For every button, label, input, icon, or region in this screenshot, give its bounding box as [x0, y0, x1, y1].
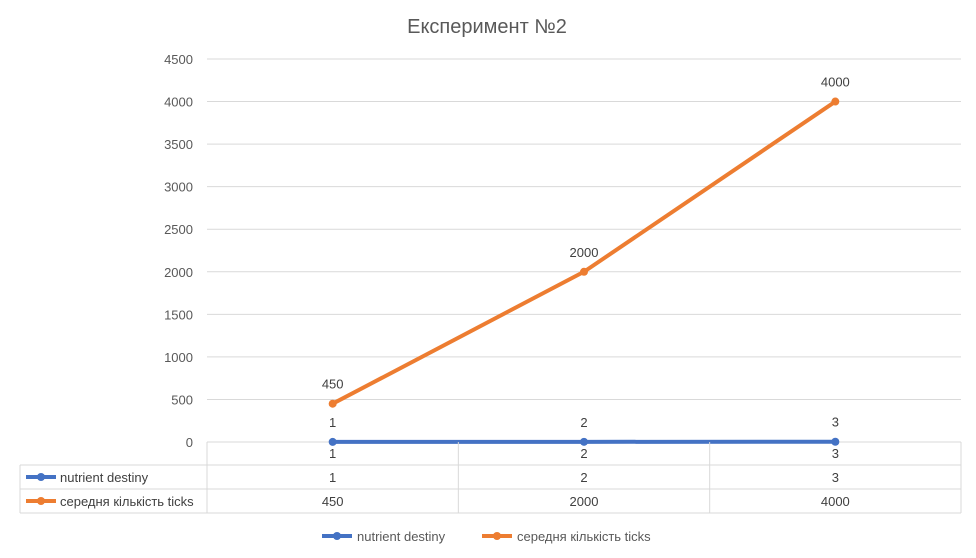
data-point — [831, 437, 840, 446]
table-row-header: середня кількість ticks — [60, 494, 194, 509]
y-tick-label: 4500 — [164, 52, 193, 67]
data-label: 2 — [580, 415, 587, 430]
data-label: 450 — [322, 377, 344, 392]
y-tick-label: 3000 — [164, 180, 193, 195]
data-label: 4000 — [821, 75, 850, 90]
y-tick-label: 1000 — [164, 350, 193, 365]
legend-key-marker — [333, 532, 341, 540]
data-label: 1 — [329, 415, 336, 430]
series-layer — [328, 97, 840, 446]
y-tick-label: 3500 — [164, 137, 193, 152]
data-point — [328, 399, 337, 408]
x-tick-label: 2 — [580, 446, 587, 461]
data-table: nutrient destiny 1 2 3 середня кількість tic… — [19, 442, 962, 514]
legend-label: середня кількість ticks — [517, 529, 651, 544]
data-point — [831, 97, 840, 106]
table-legend-key-marker — [37, 473, 45, 481]
data-labels: 1 2 3 450 2000 4000 — [322, 75, 850, 430]
table-row-header: nutrient destiny — [60, 470, 149, 485]
table-cell: 4000 — [821, 494, 850, 509]
y-axis: 0 500 1000 1500 2000 2500 3000 3500 4000 4500 — [164, 52, 193, 450]
x-tick-label: 3 — [832, 446, 839, 461]
data-point — [580, 437, 588, 446]
table-cell: 2 — [580, 470, 587, 485]
y-tick-label: 0 — [186, 435, 193, 450]
x-axis: 1 2 3 — [329, 446, 839, 461]
data-label: 2000 — [570, 245, 599, 260]
data-point — [328, 437, 337, 446]
x-tick-label: 1 — [329, 446, 336, 461]
table-legend-key-marker — [37, 497, 45, 505]
legend-label: nutrient destiny — [357, 529, 446, 544]
data-label: 3 — [832, 415, 839, 430]
table-cell: 450 — [322, 494, 344, 509]
table-cell: 1 — [329, 470, 336, 485]
y-tick-label: 500 — [171, 392, 193, 407]
y-tick-label: 4000 — [164, 95, 193, 110]
table-cell: 3 — [832, 470, 839, 485]
data-point — [580, 267, 588, 276]
legend-key-marker — [493, 532, 501, 540]
chart-title: Експеримент №2 — [407, 16, 567, 38]
y-tick-label: 2000 — [164, 265, 193, 280]
table-cell: 2000 — [570, 494, 599, 509]
legend: nutrient destiny середня кількість ticks — [322, 529, 651, 544]
y-tick-label: 1500 — [164, 307, 193, 322]
y-tick-label: 2500 — [164, 222, 193, 237]
